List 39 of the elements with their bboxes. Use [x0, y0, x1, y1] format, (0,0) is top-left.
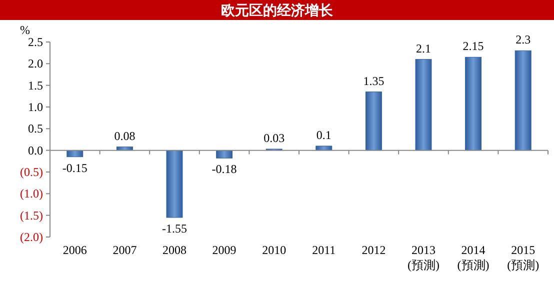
y-tick-label: 0.5 — [28, 122, 43, 136]
bar — [514, 50, 532, 151]
x-tick-label: 2015 (預測) — [507, 243, 540, 272]
y-tick-label: (0.5) — [20, 165, 43, 179]
x-tick-label: 2011 — [312, 243, 336, 257]
y-tick-label: 1.0 — [28, 100, 43, 114]
x-tick-label: 2012 — [362, 243, 386, 257]
x-tick-label: 2006 — [62, 243, 87, 257]
x-tick-label: 2007 — [112, 243, 137, 257]
y-tick-label: 2.5 — [28, 35, 43, 49]
data-label: -0.18 — [212, 162, 237, 176]
y-tick-label: (1.5) — [20, 208, 43, 222]
bar — [216, 150, 233, 158]
bar — [316, 146, 332, 151]
y-tick-label: 1.5 — [28, 78, 43, 92]
bar — [166, 150, 183, 218]
data-label: 0.1 — [316, 128, 332, 142]
data-label: 2.3 — [516, 32, 531, 47]
data-label: 0.03 — [264, 131, 285, 146]
x-tick-label: 2013 (預測) — [408, 243, 440, 272]
data-label: 0.08 — [114, 128, 136, 143]
y-tick-label: 0.0 — [28, 143, 43, 158]
bar — [415, 59, 432, 151]
chart-title: 欧元区的经济增长 — [221, 2, 334, 18]
y-axis-title: % — [20, 23, 30, 37]
x-tick-label: 2009 — [212, 243, 236, 257]
y-tick-label: 2.0 — [28, 56, 43, 71]
data-label: 2.1 — [416, 41, 431, 56]
x-tick-label: 2014 (預測) — [457, 243, 490, 272]
y-tick-label: (2.0) — [20, 230, 43, 244]
data-label: 1.35 — [363, 74, 384, 88]
data-label: -0.15 — [62, 160, 88, 175]
y-tick-label: (1.0) — [20, 186, 43, 201]
data-label: -1.55 — [162, 222, 187, 236]
x-tick-label: 2008 — [162, 243, 186, 257]
bar — [365, 92, 382, 151]
x-tick-label: 2010 — [262, 243, 286, 257]
bar — [465, 56, 482, 151]
data-label: 2.15 — [462, 39, 484, 54]
